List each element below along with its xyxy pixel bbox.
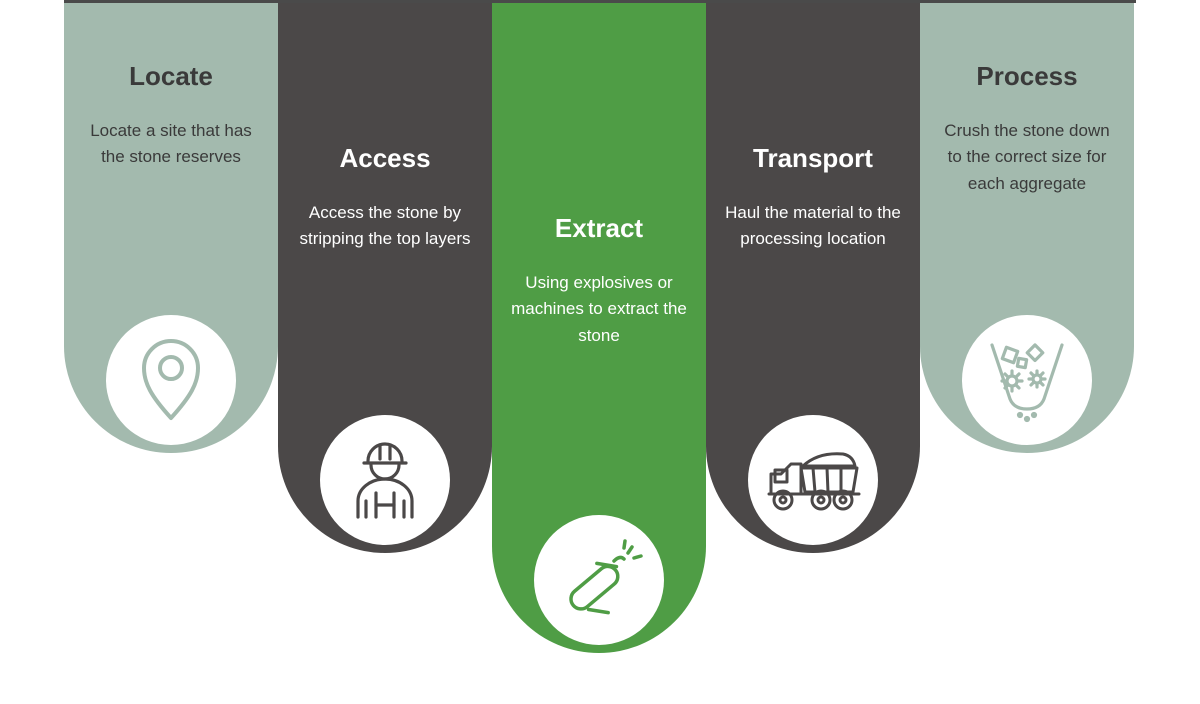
step-desc: Haul the material to the processing loca… xyxy=(724,200,902,253)
step-title: Process xyxy=(938,3,1116,92)
step-transport: Transport Haul the material to the proce… xyxy=(706,3,920,553)
icon-circle xyxy=(534,515,664,645)
dump-truck-icon xyxy=(763,440,863,520)
step-title: Locate xyxy=(82,3,260,92)
step-title: Extract xyxy=(510,3,688,244)
icon-circle xyxy=(962,315,1092,445)
icon-circle xyxy=(106,315,236,445)
step-desc: Access the stone by stripping the top la… xyxy=(296,200,474,253)
worker-icon xyxy=(340,435,430,525)
step-desc: Using explosives or machines to extract … xyxy=(510,270,688,349)
dynamite-icon xyxy=(552,533,647,628)
icon-circle xyxy=(748,415,878,545)
step-process: Process Crush the stone down to the corr… xyxy=(920,3,1134,453)
step-title: Transport xyxy=(724,3,902,174)
step-desc: Locate a site that has the stone reserve… xyxy=(82,118,260,171)
step-access: Access Access the stone by stripping the… xyxy=(278,3,492,553)
icon-circle xyxy=(320,415,450,545)
step-extract: Extract Using explosives or machines to … xyxy=(492,3,706,653)
step-desc: Crush the stone down to the correct size… xyxy=(938,118,1116,197)
step-locate: Locate Locate a site that has the stone … xyxy=(64,3,278,453)
location-pin-icon xyxy=(136,338,206,423)
process-diagram: Locate Locate a site that has the stone … xyxy=(64,3,1136,703)
crusher-icon xyxy=(982,335,1072,425)
step-title: Access xyxy=(296,3,474,174)
